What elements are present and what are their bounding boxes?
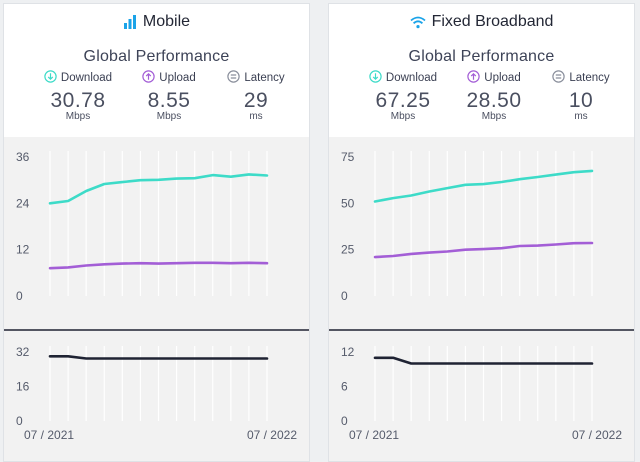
y-tick-label: 24 [16,196,30,210]
upload-metric: Upload 28.50 Mbps [444,70,544,122]
fixed-broadband-chart-area: 75 50 25 0 12 6 0 07 / 2021 07 / 2022 [329,137,634,461]
download-label: Download [60,72,113,84]
y-tick-label: 0 [341,414,348,428]
panel-title: Mobile [4,13,309,31]
x-tick-label: 07 / 2021 [24,428,74,442]
latency-unit: ms [574,111,588,122]
download-metric: Download 30.78 Mbps [28,70,128,122]
fixed-broadband-panel: Fixed Broadband Global Performance Downl… [328,3,635,462]
download-metric: Download 67.25 Mbps [353,70,453,122]
panel-title-text: Mobile [142,13,191,30]
y-tick-label: 6 [341,380,348,394]
y-tick-label: 12 [16,243,30,257]
mobile-chart-area: 36 24 12 0 32 16 0 07 / 2021 07 / 2022 [4,137,309,461]
y-tick-label: 75 [341,150,355,164]
wifi-icon [409,16,426,29]
upload-label: Upload [484,72,521,84]
signal-bars-icon [123,15,137,29]
y-tick-label: 50 [341,196,355,210]
y-tick-label: 25 [341,243,355,257]
upload-icon [467,70,480,86]
global-performance-heading: Global Performance [408,48,555,65]
download-value: 67.25 [375,89,431,112]
upload-series-line [48,261,269,270]
upload-value: 8.55 [147,89,191,112]
latency-series-line [48,355,269,360]
upload-unit: Mbps [156,111,182,122]
y-tick-label: 12 [341,345,355,359]
latency-value: 29 [243,89,269,112]
download-unit: Mbps [390,111,416,122]
y-tick-label: 36 [16,150,30,164]
y-tick-label: 0 [341,289,348,303]
upload-metric: Upload 8.55 Mbps [119,70,219,122]
y-tick-label: 0 [16,289,23,303]
latency-icon [552,70,566,86]
latency-series-line [373,356,594,365]
upload-icon [142,70,155,86]
download-label: Download [385,72,438,84]
upload-value: 28.50 [466,89,522,112]
download-unit: Mbps [65,111,91,122]
x-tick-label: 07 / 2021 [349,428,399,442]
upload-unit: Mbps [481,111,507,122]
latency-metric: Latency 29 ms [206,70,306,122]
x-tick-label: 07 / 2022 [247,428,297,442]
download-icon [369,70,382,86]
download-icon [44,70,57,86]
latency-value: 10 [568,89,594,112]
y-tick-label: 16 [16,380,30,394]
download-value: 30.78 [50,89,106,112]
latency-icon [227,70,241,86]
mobile-panel: Mobile Global Performance Download 30.78… [3,3,310,462]
y-tick-label: 32 [16,345,30,359]
latency-label: Latency [244,72,285,84]
latency-unit: ms [249,111,263,122]
download-series-line [48,173,269,205]
download-series-line [373,169,594,203]
latency-metric: Latency 10 ms [531,70,631,122]
latency-label: Latency [569,72,610,84]
global-performance-heading: Global Performance [83,48,230,65]
panel-title-text: Fixed Broadband [431,13,554,30]
upload-label: Upload [159,72,196,84]
panel-title: Fixed Broadband [329,13,634,31]
x-tick-label: 07 / 2022 [572,428,622,442]
upload-series-line [373,241,594,259]
y-tick-label: 0 [16,414,23,428]
